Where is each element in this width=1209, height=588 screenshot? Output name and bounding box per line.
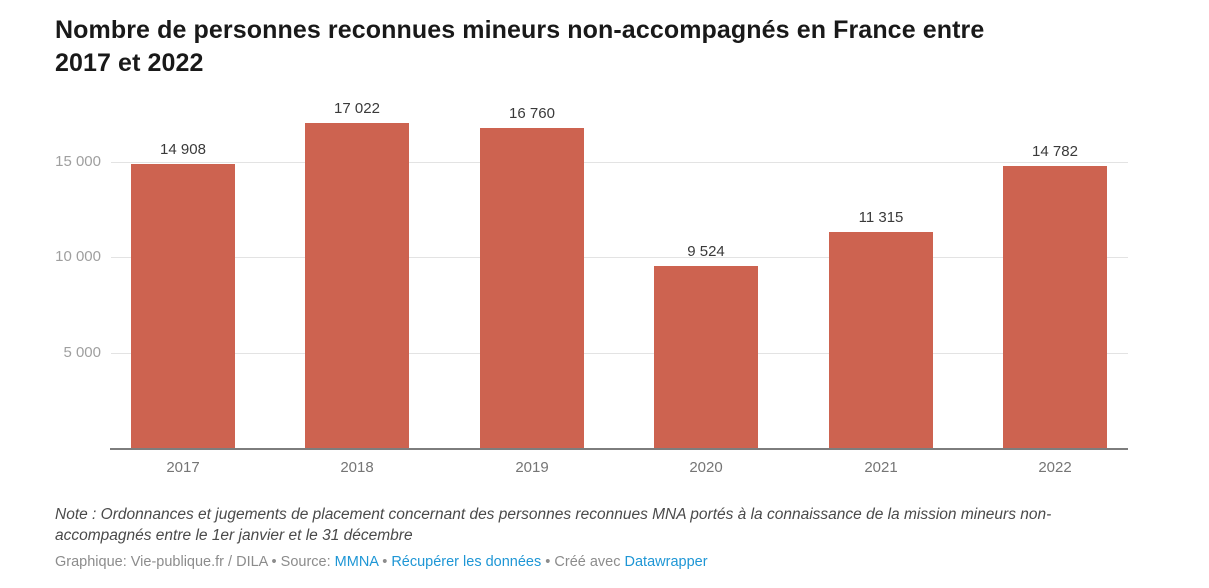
source-link[interactable]: MMNA [334, 554, 379, 570]
source-label: Source: [280, 554, 335, 570]
y-axis-tick-label: 15 000 [55, 153, 101, 170]
x-axis-tick-label: 2020 [689, 459, 723, 476]
chart-title-line1: Nombre de personnes reconnues mineurs no… [55, 16, 985, 44]
bar-2020 [654, 266, 758, 448]
bar-value-label: 11 315 [858, 209, 904, 226]
gridline [111, 257, 1128, 258]
chart-title-line2: 2017 et 2022 [55, 49, 204, 77]
separator: • [541, 554, 555, 570]
attribution-text: Graphique: Vie-publique.fr / DILA [55, 554, 268, 570]
x-axis-tick-label: 2022 [1038, 459, 1072, 476]
x-axis-tick-label: 2019 [515, 459, 549, 476]
y-axis-tick-label: 5 000 [63, 344, 101, 361]
bar-value-label: 17 022 [334, 100, 380, 117]
x-axis-tick-label: 2021 [864, 459, 898, 476]
gridline [111, 162, 1128, 163]
get-the-data-link[interactable]: Récupérer les données [391, 554, 542, 570]
created-with-label: Créé avec [554, 554, 625, 570]
datawrapper-link[interactable]: Datawrapper [624, 554, 708, 570]
bar-value-label: 14 782 [1032, 143, 1078, 160]
chart-title: Nombre de personnes reconnues mineurs no… [55, 14, 1185, 80]
x-axis-tick-label: 2018 [340, 459, 374, 476]
x-axis-baseline [110, 448, 1128, 450]
bar-2019 [480, 128, 584, 448]
separator: • [267, 554, 281, 570]
bar-2021 [829, 232, 933, 448]
separator: • [378, 554, 392, 570]
chart-note: Note : Ordonnances et jugements de place… [55, 506, 1052, 544]
chart-footer: Graphique: Vie-publique.fr / DILA • Sour… [55, 554, 1190, 570]
bar-value-label: 16 760 [509, 105, 555, 122]
bar-2022 [1003, 166, 1107, 448]
bar-2018 [305, 123, 409, 448]
gridline [111, 353, 1128, 354]
bar-value-label: 14 908 [160, 141, 206, 158]
x-axis-tick-label: 2017 [166, 459, 200, 476]
bar-2017 [131, 164, 235, 448]
bar-value-label: 9 524 [687, 243, 725, 260]
y-axis-tick-label: 10 000 [55, 248, 101, 265]
